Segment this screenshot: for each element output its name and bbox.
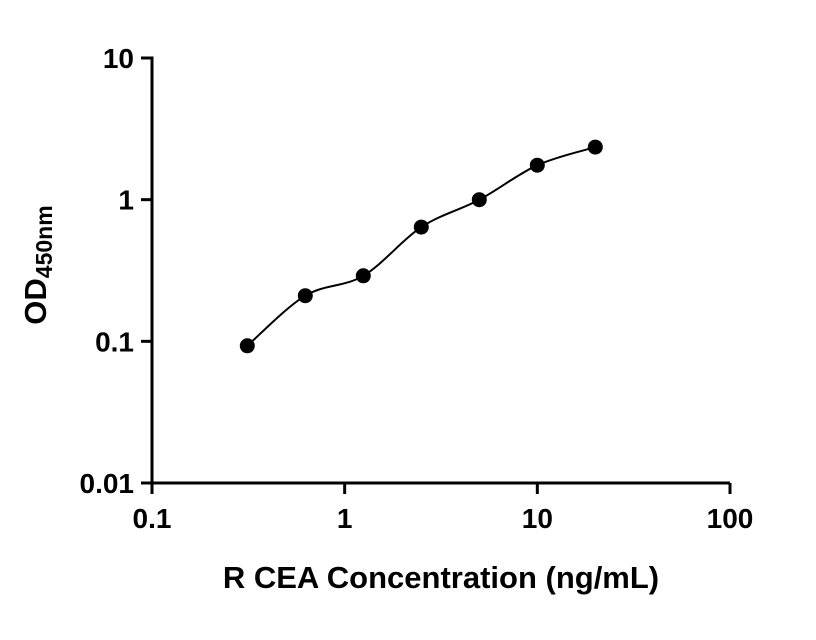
- x-tick-label: 0.1: [133, 503, 172, 534]
- data-point: [587, 139, 603, 155]
- data-point: [413, 219, 429, 235]
- x-tick-label: 10: [522, 503, 553, 534]
- x-axis-title: R CEA Concentration (ng/mL): [223, 560, 659, 595]
- y-tick-label: 0.01: [80, 468, 135, 499]
- data-point: [355, 268, 371, 284]
- x-tick-label: 100: [707, 503, 754, 534]
- plot-area: 0.1 1 10 100 0.01 0.1 1 10: [80, 43, 754, 534]
- y-tick-label: 10: [103, 43, 134, 74]
- y-axis-title-sub: 450nm: [31, 205, 57, 278]
- fit-curve: [246, 146, 596, 347]
- y-tick-label: 1: [118, 185, 134, 216]
- y-axis-title-main: OD: [18, 278, 53, 325]
- data-point: [471, 192, 487, 208]
- y-axis-title: OD450nm: [18, 205, 57, 324]
- data-point: [297, 288, 313, 304]
- y-tick-label: 0.1: [95, 326, 134, 357]
- data-point: [239, 338, 255, 354]
- data-point: [529, 157, 545, 173]
- x-tick-label: 1: [337, 503, 353, 534]
